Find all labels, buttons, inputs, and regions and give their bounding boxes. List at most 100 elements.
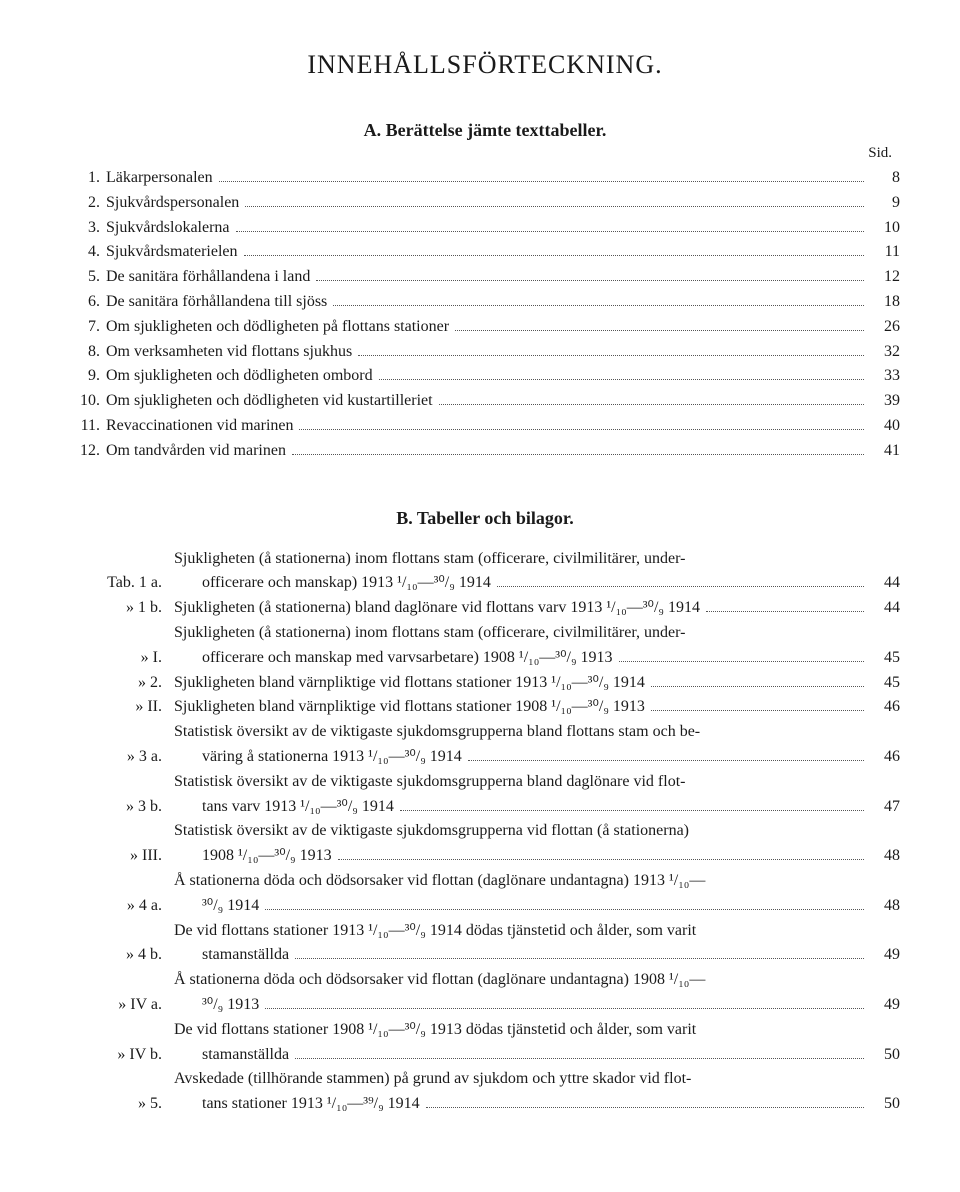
tab-key: » I. — [70, 646, 174, 671]
tab-text: tans stationer 1913 ¹/₁₀—³⁹/₉ 1914 — [174, 1092, 420, 1117]
toc-dots — [219, 181, 864, 182]
toc-page: 40 — [870, 414, 900, 439]
tab-page: 44 — [870, 596, 900, 621]
tab-text: De vid flottans stationer 1913 ¹/₁₀—³⁰/₉… — [174, 919, 696, 944]
toc-row: 7.Om sjukligheten och dödligheten på flo… — [70, 315, 900, 340]
tab-text: Å stationerna döda och dödsorsaker vid f… — [174, 869, 705, 894]
tab-body: Statistisk översikt av de viktigaste sju… — [174, 770, 900, 820]
tab-dots — [400, 810, 864, 811]
tab-dots — [265, 909, 864, 910]
toc-label: Om sjukligheten och dödligheten ombord — [106, 364, 373, 389]
toc-dots — [333, 305, 864, 306]
tab-last-line: ³⁰/₉ 1913 49 — [174, 993, 900, 1018]
tab-page: 46 — [870, 695, 900, 720]
tab-line: Avskedade (tillhörande stammen) på grund… — [174, 1067, 900, 1092]
tab-text: ³⁰/₉ 1913 — [174, 993, 259, 1018]
tab-text: De vid flottans stationer 1908 ¹/₁₀—³⁰/₉… — [174, 1018, 696, 1043]
toc-dots — [299, 429, 864, 430]
tab-text: Å stationerna döda och dödsorsaker vid f… — [174, 968, 705, 993]
toc-label: Om tandvården vid marinen — [106, 439, 286, 464]
toc-dots — [379, 379, 864, 380]
toc-number: 11. — [70, 414, 106, 439]
tab-line: Sjukligheten (å stationerna) inom flotta… — [174, 621, 900, 646]
tab-body: Å stationerna döda och dödsorsaker vid f… — [174, 869, 900, 919]
tab-dots — [265, 1008, 864, 1009]
toc-page: 11 — [870, 240, 900, 265]
toc-row: 12.Om tandvården vid marinen 41 — [70, 439, 900, 464]
tab-text: officerare och manskap med varvsarbetare… — [174, 646, 613, 671]
tab-row: » 4 b.De vid flottans stationer 1913 ¹/₁… — [70, 919, 900, 969]
tab-page: 45 — [870, 671, 900, 696]
tab-row: » II.Sjukligheten bland värnpliktige vid… — [70, 695, 900, 720]
toc-label: De sanitära förhållandena till sjöss — [106, 290, 327, 315]
tab-last-line: officerare och manskap) 1913 ¹/₁₀—³⁰/₉ 1… — [174, 571, 900, 596]
tab-line: Å stationerna döda och dödsorsaker vid f… — [174, 869, 900, 894]
tab-line: Sjukligheten (å stationerna) inom flotta… — [174, 547, 900, 572]
tab-row: » I.Sjukligheten (å stationerna) inom fl… — [70, 621, 900, 671]
toc-row: 10.Om sjukligheten och dödligheten vid k… — [70, 389, 900, 414]
toc-row: 5.De sanitära förhållandena i land12 — [70, 265, 900, 290]
tab-body: Sjukligheten (å stationerna) bland daglö… — [174, 596, 900, 621]
tab-page: 44 — [870, 571, 900, 596]
tab-row: » III.Statistisk översikt av de viktigas… — [70, 819, 900, 869]
tab-key: » IV b. — [70, 1043, 174, 1068]
tab-body: Statistisk översikt av de viktigaste sju… — [174, 720, 900, 770]
tab-body: Statistisk översikt av de viktigaste sju… — [174, 819, 900, 869]
toc-row: 4.Sjukvårdsmaterielen11 — [70, 240, 900, 265]
tab-page: 49 — [870, 993, 900, 1018]
toc-dots — [316, 280, 864, 281]
tab-key: » 5. — [70, 1092, 174, 1117]
tab-text: 1908 ¹/₁₀—³⁰/₉ 1913 — [174, 844, 332, 869]
tab-key: » IV a. — [70, 993, 174, 1018]
toc-label: Sjukvårdslokalerna — [106, 216, 230, 241]
tab-page: 46 — [870, 745, 900, 770]
tab-row: » 3 a.Statistisk översikt av de viktigas… — [70, 720, 900, 770]
toc-label: Om sjukligheten och dödligheten vid kust… — [106, 389, 433, 414]
tab-text: Statistisk översikt av de viktigaste sju… — [174, 819, 689, 844]
tab-body: Sjukligheten bland värnpliktige vid flot… — [174, 695, 900, 720]
tab-line: De vid flottans stationer 1913 ¹/₁₀—³⁰/₉… — [174, 919, 900, 944]
toc-number: 3. — [70, 216, 106, 241]
toc-label: Läkarpersonalen — [106, 166, 213, 191]
tab-last-line: Sjukligheten (å stationerna) bland daglö… — [174, 596, 900, 621]
toc-dots — [292, 454, 864, 455]
tab-key: » 1 b. — [70, 596, 174, 621]
toc-number: 10. — [70, 389, 106, 414]
tab-last-line: stamanställda49 — [174, 943, 900, 968]
tab-text: Statistisk översikt av de viktigaste sju… — [174, 720, 700, 745]
toc-page: 39 — [870, 389, 900, 414]
tab-text: tans varv 1913 ¹/₁₀—³⁰/₉ 1914 — [174, 795, 394, 820]
tab-text: stamanställda — [174, 943, 289, 968]
tab-last-line: väring å stationerna 1913 ¹/₁₀—³⁰/₉ 1914… — [174, 745, 900, 770]
tab-body: Å stationerna döda och dödsorsaker vid f… — [174, 968, 900, 1018]
toc-row: 9.Om sjukligheten och dödligheten ombord… — [70, 364, 900, 389]
tab-body: Sjukligheten bland värnpliktige vid flot… — [174, 671, 900, 696]
tab-body: De vid flottans stationer 1913 ¹/₁₀—³⁰/₉… — [174, 919, 900, 969]
tab-body: Sjukligheten (å stationerna) inom flotta… — [174, 547, 900, 597]
tab-page: 48 — [870, 894, 900, 919]
toc-number: 6. — [70, 290, 106, 315]
tab-text: Sjukligheten bland värnpliktige vid flot… — [174, 671, 645, 696]
toc-number: 8. — [70, 340, 106, 365]
toc-page: 32 — [870, 340, 900, 365]
toc-dots — [439, 404, 864, 405]
page-title: INNEHÅLLSFÖRTECKNING. — [70, 50, 900, 80]
toc-page: 41 — [870, 439, 900, 464]
toc-number: 12. — [70, 439, 106, 464]
section-b-heading: B. Tabeller och bilagor. — [70, 508, 900, 529]
toc-page: 10 — [870, 216, 900, 241]
toc-number: 5. — [70, 265, 106, 290]
tab-dots — [468, 760, 864, 761]
section-a-heading: A. Berättelse jämte texttabeller. — [70, 120, 900, 141]
tab-text: väring å stationerna 1913 ¹/₁₀—³⁰/₉ 1914 — [174, 745, 462, 770]
toc-label: Om sjukligheten och dödligheten på flott… — [106, 315, 449, 340]
section-b-list: Tab. 1 a.Sjukligheten (å stationerna) in… — [70, 547, 900, 1117]
tab-last-line: Sjukligheten bland värnpliktige vid flot… — [174, 695, 900, 720]
toc-label: Revaccinationen vid marinen — [106, 414, 293, 439]
tab-key: » 3 a. — [70, 745, 174, 770]
toc-page: 9 — [870, 191, 900, 216]
tab-row: » 3 b.Statistisk översikt av de viktigas… — [70, 770, 900, 820]
tab-text: officerare och manskap) 1913 ¹/₁₀—³⁰/₉ 1… — [174, 571, 491, 596]
tab-body: Sjukligheten (å stationerna) inom flotta… — [174, 621, 900, 671]
toc-row: 1.Läkarpersonalen8 — [70, 166, 900, 191]
